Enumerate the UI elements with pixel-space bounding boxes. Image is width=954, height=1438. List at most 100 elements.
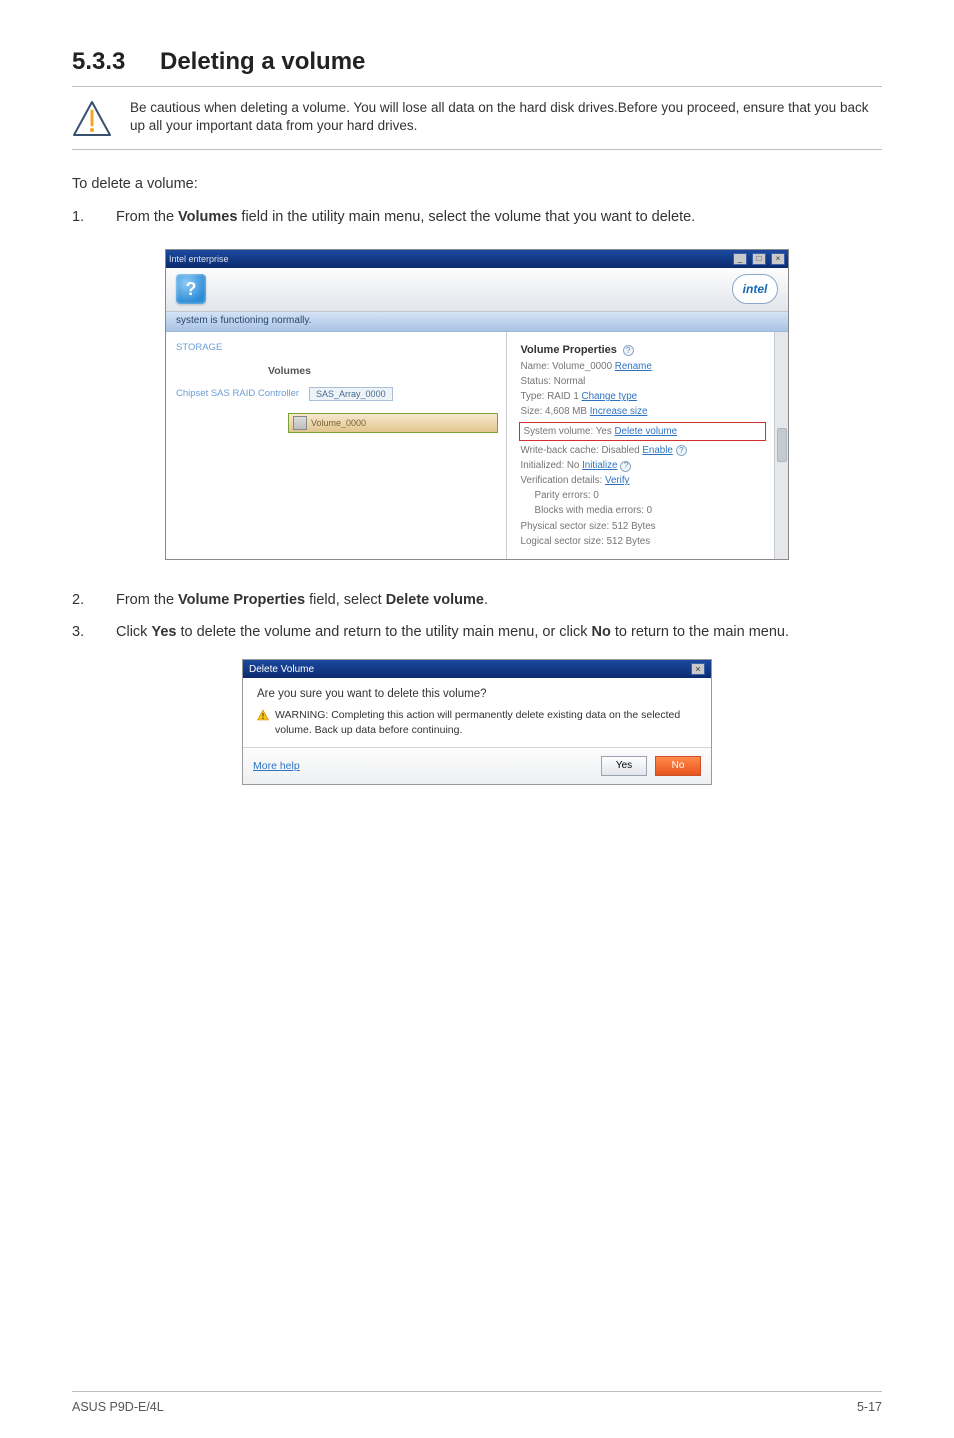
storage-label: STORAGE: [176, 342, 498, 353]
enable-wb-link[interactable]: Enable: [642, 445, 673, 456]
step-text: From the Volumes field in the utility ma…: [116, 207, 882, 229]
dialog-warning-row: WARNING: Completing this action will per…: [257, 708, 697, 736]
bold-fragment: Yes: [151, 624, 176, 640]
window-toolbar: ? intel: [166, 268, 788, 312]
prop-row: Size: 4,608 MB Increase size: [521, 404, 765, 419]
window-body: STORAGE Volumes Chipset SAS RAID Control…: [166, 332, 788, 559]
caution-icon: [72, 99, 112, 139]
help-icon[interactable]: ?: [620, 461, 631, 472]
dialog-buttons: Yes No: [601, 756, 701, 776]
steps-list: 1. From the Volumes field in the utility…: [72, 201, 882, 239]
prop-row: Logical sector size: 512 Bytes: [521, 534, 765, 549]
prop-label: Name: Volume_0000: [521, 361, 613, 372]
bold-fragment: Volume Properties: [178, 592, 305, 608]
text-fragment: From the: [116, 209, 178, 225]
page-footer: ASUS P9D-E/4L 5-17: [72, 1391, 882, 1414]
volume-chip-label: Volume_0000: [311, 418, 366, 428]
dialog-body: Are you sure you want to delete this vol…: [243, 678, 711, 746]
help-icon[interactable]: ?: [676, 445, 687, 456]
sas-array-chip[interactable]: SAS_Array_0000: [309, 387, 393, 401]
bold-fragment: Delete volume: [386, 592, 484, 608]
divider: [72, 149, 882, 150]
footer-page-number: 5-17: [857, 1400, 882, 1414]
prop-row: Type: RAID 1 Change type: [521, 389, 765, 404]
prop-row: Physical sector size: 512 Bytes: [521, 519, 765, 534]
maximize-button[interactable]: □: [752, 253, 766, 265]
section-heading: 5.3.3Deleting a volume: [72, 48, 882, 76]
scrollbar-thumb[interactable]: [777, 428, 787, 462]
help-icon[interactable]: ?: [176, 274, 206, 304]
dialog-titlebar: Delete Volume ×: [243, 660, 711, 678]
dialog-title: Delete Volume: [249, 664, 314, 675]
screenshot-1: Intel enterprise _ □ × ? intel system is…: [165, 249, 789, 560]
prop-label: System volume: Yes: [524, 426, 612, 437]
increase-size-link[interactable]: Increase size: [590, 406, 648, 417]
minimize-button[interactable]: _: [733, 253, 747, 265]
delete-volume-link[interactable]: Delete volume: [614, 426, 677, 437]
initialize-link[interactable]: Initialize: [582, 460, 617, 471]
intel-logo: intel: [732, 274, 778, 304]
close-button[interactable]: ×: [771, 253, 785, 265]
prop-row: Verification details: Verify: [521, 473, 765, 488]
prop-label: Verification details:: [521, 475, 603, 486]
prop-label: Type: RAID 1: [521, 391, 579, 402]
prop-label: Write-back cache: Disabled: [521, 445, 640, 456]
no-button[interactable]: No: [655, 756, 701, 776]
controller-label: Chipset SAS RAID Controller: [176, 388, 299, 399]
text-fragment: field in the utility main menu, select t…: [237, 209, 695, 225]
caution-block: Be cautious when deleting a volume. You …: [72, 93, 882, 149]
left-column: STORAGE Volumes Chipset SAS RAID Control…: [166, 332, 507, 559]
yes-button[interactable]: Yes: [601, 756, 647, 776]
text-fragment: field, select: [305, 592, 386, 608]
text-fragment: .: [484, 592, 488, 608]
step-number: 3.: [72, 622, 116, 644]
step-number: 2.: [72, 590, 116, 612]
prop-subrow: Parity errors: 0: [521, 488, 765, 503]
bold-fragment: Volumes: [178, 209, 237, 225]
window-title: Intel enterprise: [169, 254, 229, 264]
more-help-link[interactable]: More help: [253, 760, 300, 772]
scrollbar[interactable]: [774, 332, 788, 559]
volumes-heading: Volumes: [268, 365, 498, 377]
help-icon[interactable]: ?: [623, 345, 634, 356]
dialog-warning-text: WARNING: Completing this action will per…: [275, 708, 697, 736]
section-number: 5.3.3: [72, 48, 160, 76]
text-fragment: Click: [116, 624, 151, 640]
prop-label: Size: 4,608 MB: [521, 406, 587, 417]
controller-row: Chipset SAS RAID Controller SAS_Array_00…: [176, 387, 498, 401]
step-number: 1.: [72, 207, 116, 229]
properties-panel: Volume Properties ? Name: Volume_0000 Re…: [507, 332, 775, 559]
step-3: 3. Click Yes to delete the volume and re…: [72, 622, 882, 644]
intro-text: To delete a volume:: [72, 174, 882, 195]
screenshot-1-wrapper: Intel enterprise _ □ × ? intel system is…: [72, 249, 882, 560]
dialog-question: Are you sure you want to delete this vol…: [257, 688, 697, 700]
footer-product: ASUS P9D-E/4L: [72, 1400, 164, 1414]
warning-icon: [257, 709, 269, 721]
window-titlebar: Intel enterprise _ □ ×: [166, 250, 788, 268]
close-button[interactable]: ×: [691, 663, 705, 675]
status-ribbon: system is functioning normally.: [166, 312, 788, 332]
divider: [72, 86, 882, 87]
screenshot-2-wrapper: Delete Volume × Are you sure you want to…: [72, 659, 882, 784]
volume-chip[interactable]: Volume_0000: [288, 413, 498, 433]
prop-row: Status: Normal: [521, 374, 765, 389]
highlighted-delete-row: System volume: Yes Delete volume: [519, 422, 767, 441]
rename-link[interactable]: Rename: [615, 361, 652, 372]
drive-icon: [293, 416, 307, 430]
text-fragment: to delete the volume and return to the u…: [176, 624, 591, 640]
bold-fragment: No: [592, 624, 611, 640]
prop-subrow: Blocks with media errors: 0: [521, 503, 765, 518]
prop-row: Name: Volume_0000 Rename: [521, 359, 765, 374]
caution-text: Be cautious when deleting a volume. You …: [130, 99, 882, 135]
step-text: From the Volume Properties field, select…: [116, 590, 882, 612]
verify-link[interactable]: Verify: [605, 475, 630, 486]
text-fragment: to return to the main menu.: [611, 624, 789, 640]
section-title-text: Deleting a volume: [160, 48, 365, 75]
step-2: 2. From the Volume Properties field, sel…: [72, 590, 882, 612]
text-fragment: From the: [116, 592, 178, 608]
prop-row: Write-back cache: Disabled Enable?: [521, 443, 765, 458]
step-1: 1. From the Volumes field in the utility…: [72, 207, 882, 229]
dialog-button-bar: More help Yes No: [243, 747, 711, 784]
prop-row: Initialized: No Initialize?: [521, 458, 765, 473]
change-type-link[interactable]: Change type: [582, 391, 638, 402]
